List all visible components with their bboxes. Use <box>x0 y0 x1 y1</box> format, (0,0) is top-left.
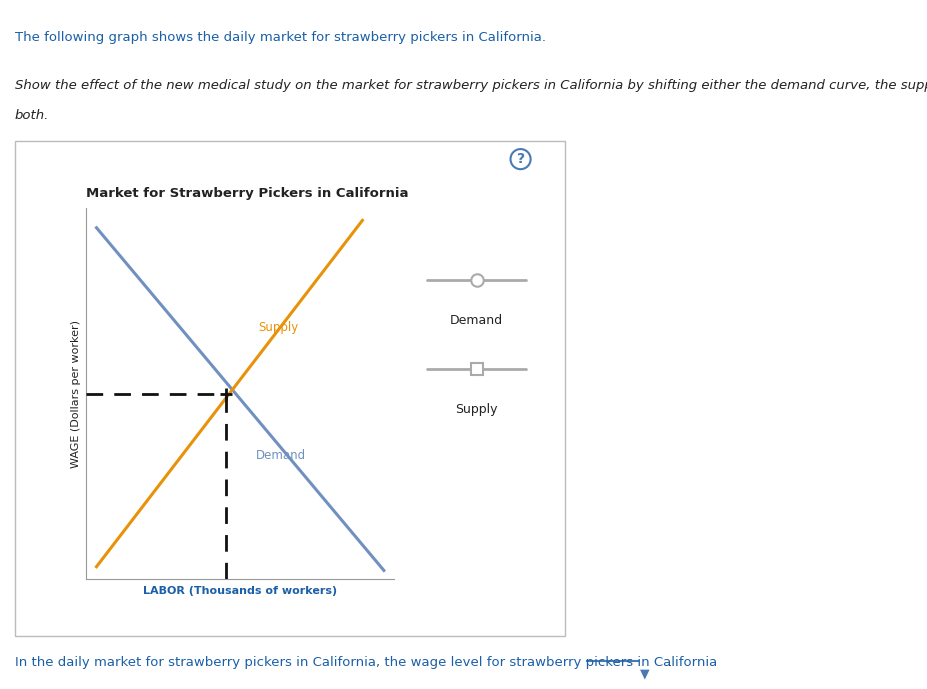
Y-axis label: WAGE (Dollars per worker): WAGE (Dollars per worker) <box>70 320 81 468</box>
Text: The following graph shows the daily market for strawberry pickers in California.: The following graph shows the daily mark… <box>15 31 546 44</box>
Text: both.: both. <box>15 109 49 122</box>
Text: In the daily market for strawberry pickers in California, the wage level for str: In the daily market for strawberry picke… <box>15 656 717 669</box>
Text: Market for Strawberry Pickers in California: Market for Strawberry Pickers in Califor… <box>86 187 409 200</box>
Text: Demand: Demand <box>256 449 306 462</box>
Text: .: . <box>667 656 671 669</box>
Text: Supply: Supply <box>455 402 498 415</box>
Text: Show the effect of the new medical study on the market for strawberry pickers in: Show the effect of the new medical study… <box>15 79 927 92</box>
Text: Supply: Supply <box>259 321 298 334</box>
Text: Demand: Demand <box>450 313 503 327</box>
FancyBboxPatch shape <box>15 141 565 636</box>
Text: ?: ? <box>516 152 525 166</box>
Text: ▼: ▼ <box>640 667 649 680</box>
X-axis label: LABOR (Thousands of workers): LABOR (Thousands of workers) <box>143 586 337 596</box>
